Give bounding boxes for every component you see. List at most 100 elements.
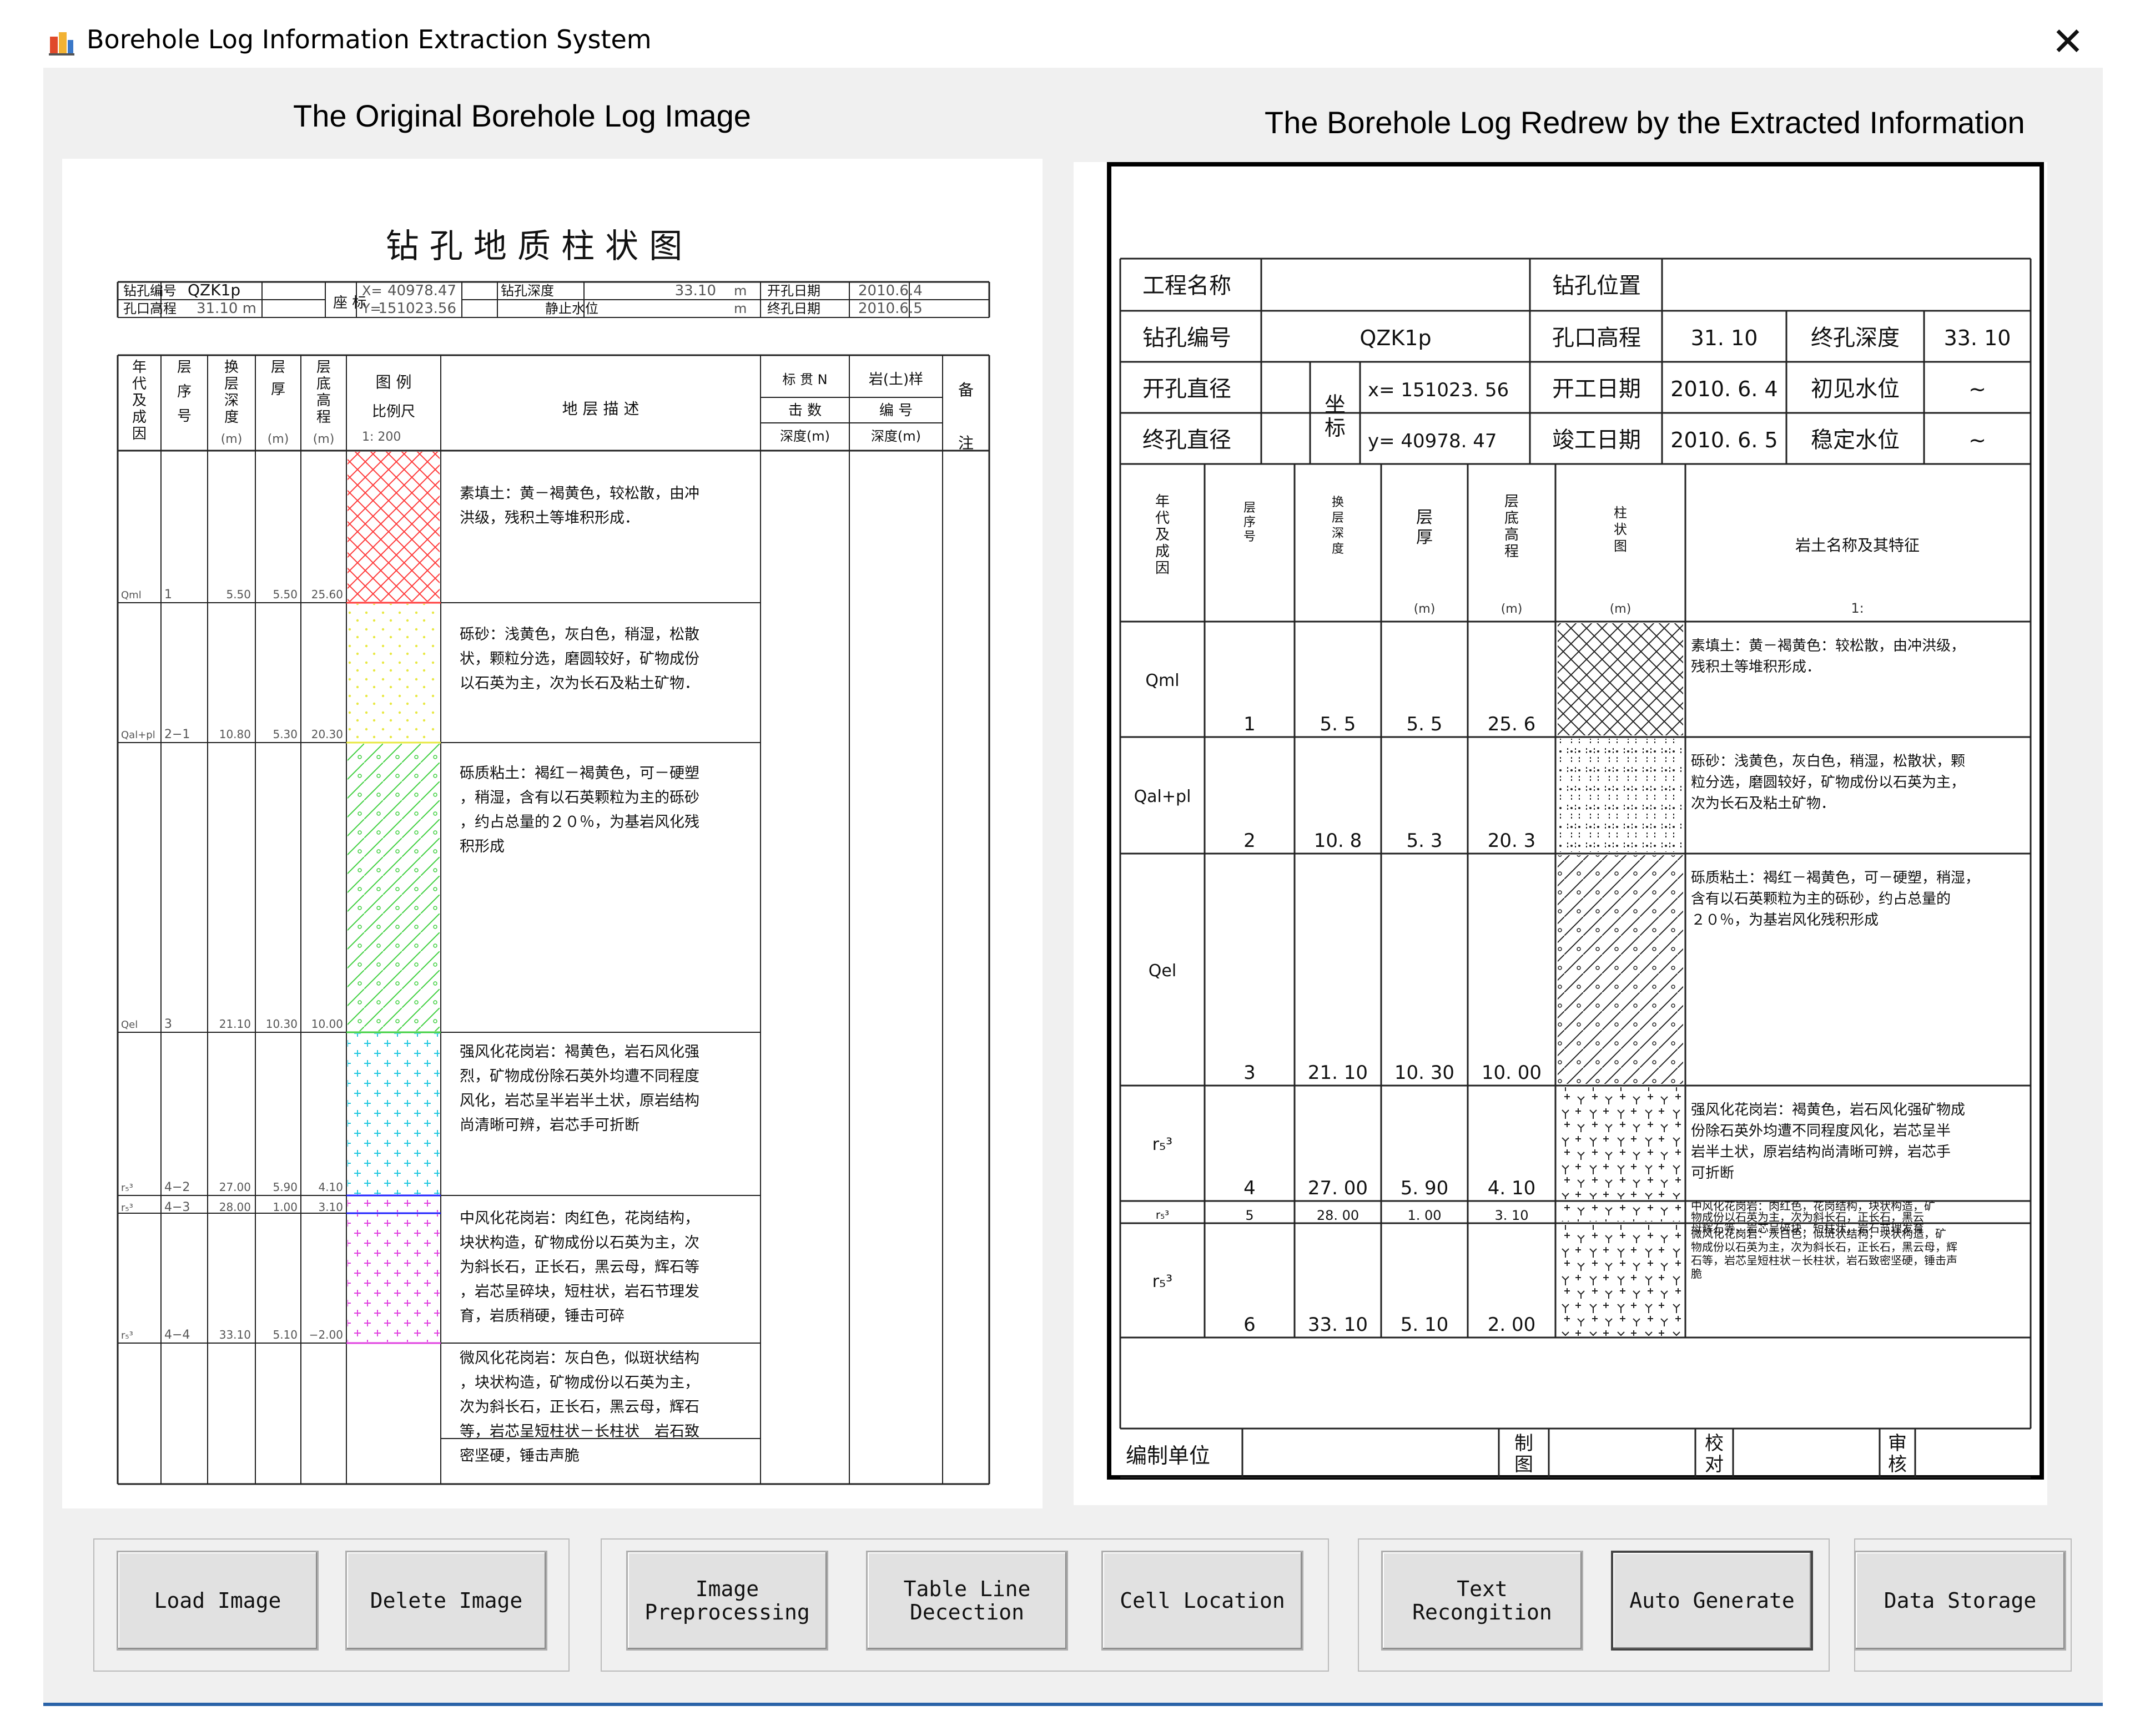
layer-bottom: 25.60 — [311, 588, 343, 601]
layer-era: Qml — [1145, 671, 1179, 690]
layer-thick: 5. 3 — [1407, 830, 1443, 852]
layer-thick: 1.00 — [273, 1200, 298, 1214]
data-storage-button[interactable]: Data Storage — [1854, 1551, 2066, 1651]
label-end: 终孔日期 — [767, 301, 820, 316]
value-depth: 33.10 — [675, 282, 716, 299]
label-depth: 钻孔深度 — [501, 283, 554, 299]
layer-description-line: 积形成 — [460, 838, 505, 855]
value-y: 151023.56 — [378, 300, 456, 317]
layer-era: r₅³ — [1152, 1272, 1172, 1291]
value-stable-water: ~ — [1968, 428, 1986, 452]
layer-depth: 10. 8 — [1314, 830, 1362, 852]
layer-bottom: 20. 3 — [1488, 830, 1536, 852]
value-final-depth: 33. 10 — [1944, 326, 2011, 350]
layer-description-line: 脆 — [1691, 1267, 1702, 1280]
layer-description-line: 粒分选，磨圆较好，矿物成份以石英为主， — [1691, 774, 1965, 791]
label-stable-water: 稳定水位 — [1811, 427, 1900, 453]
layer-depth: 28. 00 — [1317, 1208, 1359, 1223]
value-elevation: 31. 10 — [1691, 326, 1758, 350]
value-x: 40978.47 — [387, 282, 456, 299]
label-project: 工程名称 — [1142, 273, 1231, 299]
delete-image-button[interactable]: Delete Image — [345, 1551, 547, 1651]
layer-bottom: 10. 00 — [1482, 1062, 1542, 1084]
layer-description-line: 微风化花岗岩：灰白色，似斑状结构，块状构造，矿 — [1691, 1227, 1946, 1240]
auto-generate-button[interactable]: Auto Generate — [1611, 1551, 1813, 1651]
layer-description-line: 可折断 — [1691, 1165, 1734, 1182]
layer-seq: 1 — [164, 588, 172, 602]
title-bar: Borehole Log Information Extraction Syst… — [0, 0, 2135, 68]
col-header-bottom-char: 高 — [1504, 527, 1519, 543]
column-pattern — [1558, 623, 1683, 735]
layer-seq: 1 — [1243, 713, 1256, 735]
col-header-depth-char: 度 — [224, 409, 239, 426]
label-borehole-no: 钻孔编号 — [1142, 325, 1231, 351]
col-header-seq-char: 号 — [1243, 530, 1256, 544]
layer-description-line: 母辉石等，岩芯呈碎块，短柱状，岩石节理发育 — [1691, 1222, 1924, 1235]
label-draw-char: 图 — [1514, 1454, 1533, 1476]
table-line-detection-button[interactable]: Table Line Decection — [866, 1551, 1068, 1651]
layer-description-line: 含有以石英颗粒为主的砾砂，约占总量的 — [1691, 891, 1951, 907]
layer-description-line: 份除石英外均遭不同程度风化，岩芯呈半 — [1691, 1123, 1951, 1139]
legend-pattern — [348, 604, 440, 741]
layer-description-line: ２０％，为基岩风化残积形成 — [1691, 912, 1879, 928]
col-header-column-char: 状 — [1614, 522, 1627, 537]
window-title: Borehole Log Information Extraction Syst… — [87, 24, 652, 54]
label-start-diameter: 开孔直径 — [1142, 376, 1231, 402]
col-header-era-char: 年 — [1155, 493, 1170, 510]
layer-bottom: 3. 10 — [1494, 1208, 1528, 1223]
layer-era: Qml — [121, 589, 142, 601]
col-unit-thick: (m) — [1414, 602, 1436, 616]
layer-description-line: ，块状构造，矿物成份以石英为主， — [460, 1374, 699, 1391]
label-borehole-no: 钻孔编号 — [123, 283, 177, 299]
layer-description-line: 砾砂：浅黄色，灰白色，稍湿，松散状，颗 — [1691, 753, 1965, 770]
cell-location-button[interactable]: Cell Location — [1101, 1551, 1303, 1651]
image-preprocessing-button[interactable]: Image Preprocessing — [626, 1551, 828, 1651]
col-header-spt: 标 贯 N — [782, 372, 827, 387]
label-water: 静止水位 — [545, 301, 598, 316]
layer-description-line: 中风化花岗岩：肉红色，花岗结构，块状构造，矿 — [1691, 1199, 1935, 1213]
label-end-date: 竣工日期 — [1552, 427, 1641, 453]
layer-bottom: 3.10 — [318, 1200, 343, 1214]
value-first-water: ~ — [1968, 377, 1986, 401]
col-header-seq-char: 序 — [177, 383, 192, 400]
legend-pattern — [348, 744, 440, 1031]
load-image-button[interactable]: Load Image — [117, 1551, 319, 1651]
layer-seq: 5 — [1245, 1208, 1253, 1223]
col-header-depth-char: 度 — [1332, 542, 1344, 556]
layer-description-line: ，岩芯呈碎块，短柱状，岩石节理发 — [460, 1283, 699, 1300]
layer-description-line: 密坚硬，锤击声脆 — [460, 1447, 580, 1465]
column-pattern — [1558, 1225, 1683, 1336]
col-header-bottom-char: 层 — [1504, 493, 1519, 510]
col-header-thick-char: 层 — [271, 359, 285, 376]
close-icon[interactable]: ✕ — [2051, 19, 2084, 64]
col-header-column-char: 柱 — [1614, 505, 1627, 521]
col-header-bottom-char: 底 — [316, 376, 331, 392]
col-header-bottom-char: 底 — [1504, 510, 1519, 527]
col-header-seq: 层序号 — [1243, 501, 1256, 544]
col-header-seq-char: 序 — [1243, 516, 1256, 529]
right-panel-caption: The Borehole Log Redrew by the Extracted… — [1265, 105, 2025, 140]
label-check-char: 对 — [1705, 1454, 1724, 1476]
col-header-era-char: 因 — [1155, 560, 1170, 577]
original-image-panel: 钻 孔 地 质 柱 状 图钻孔编号 QZK1p 孔口高程 31.10 m 座 标 X= 40… — [62, 159, 1043, 1508]
layer-description-line: 状，颗粒分选，磨圆较好，矿物成份 — [460, 650, 699, 668]
col-header-thick-char: 层 — [1416, 508, 1433, 527]
legend-pattern — [348, 1033, 440, 1194]
layer-description-line: 石等，岩芯呈短柱状－长柱状，岩石致密坚硬，锤击声 — [1691, 1254, 1957, 1267]
label-compile-unit: 编制单位 — [1126, 1444, 1210, 1468]
col-header-depth-char: 换 — [224, 359, 239, 376]
app-icon — [49, 32, 74, 55]
col-header-desc: 地 层 描 述 — [562, 400, 640, 418]
col-header-era-char: 及 — [1155, 527, 1170, 543]
col-header-sample: 岩(土)样 — [869, 371, 923, 388]
text-recognition-button[interactable]: Text Recongition — [1381, 1551, 1583, 1651]
value-y: y= 40978. 47 — [1368, 430, 1497, 452]
layer-description-line: 砾质粘土：褐红－褐黄色，可－硬塑 — [460, 765, 699, 782]
layer-description-line: 育，岩质稍硬，锤击可碎 — [460, 1308, 625, 1325]
col-header-seq-char: 层 — [177, 359, 192, 376]
log-title: 钻 孔 地 质 柱 状 图 — [386, 227, 682, 266]
col-header-era-char: 成 — [132, 409, 147, 426]
label-location: 钻孔位置 — [1552, 273, 1641, 299]
